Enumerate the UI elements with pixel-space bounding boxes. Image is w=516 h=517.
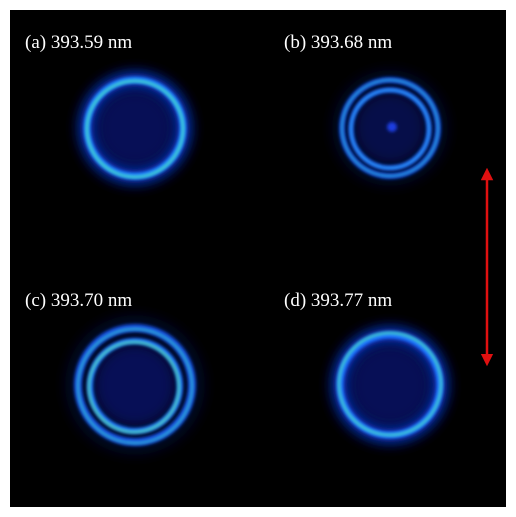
figure: (a) 393.59 nm (b) 393.68 nm (c) 393.70 n… [0,0,516,517]
ring-c [65,315,205,455]
ring-d [328,323,452,447]
ring-b [332,70,448,186]
panel-label: (a) 393.59 nm [25,32,132,53]
ring-a [75,68,195,188]
page: (a) 393.59 nm (b) 393.68 nm (c) 393.70 n… [0,0,516,517]
panel-label: (b) 393.68 nm [284,32,392,53]
panel-label: (c) 393.70 nm [25,290,132,311]
panel-label: (d) 393.77 nm [284,290,392,311]
